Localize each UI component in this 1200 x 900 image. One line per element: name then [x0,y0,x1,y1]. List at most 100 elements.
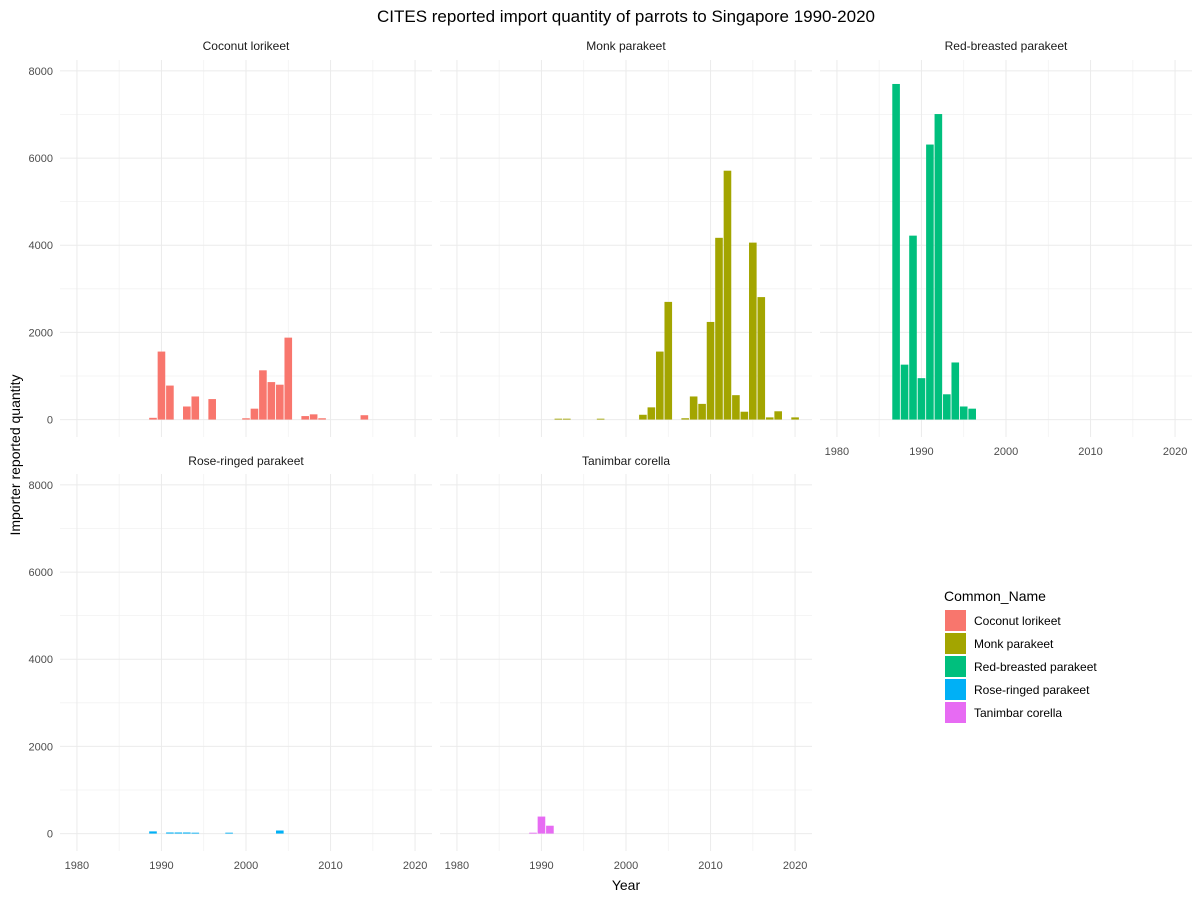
x-tick-label: 2000 [614,860,638,872]
bar [917,378,926,420]
legend-swatch [945,656,966,677]
bar [664,301,673,420]
bar [968,408,976,420]
bar [267,382,276,420]
facet-strip-label: Red-breasted parakeet [945,39,1068,53]
panel-rose-ringed-parakeet: Rose-ringed parakeet 0 2000 4000 6000 8000 198… [29,454,432,872]
x-tick-label: 1980 [825,446,849,458]
y-tick-label: 2000 [29,741,53,753]
panel-monk-parakeet: Monk parakeet [440,39,812,437]
facet-strip-label: Monk parakeet [586,39,666,53]
bar [715,237,723,420]
bar [723,170,732,420]
bar [360,415,369,420]
x-tick-label: 1990 [529,860,553,872]
bar [309,414,318,420]
panel-red-breasted-parakeet: Red-breasted parakeet 1980 1990 2000 2010 202… [820,39,1192,458]
legend-label: Coconut lorikeet [974,614,1061,628]
y-axis-title: Importer reported quantity [7,374,23,535]
bar [681,418,689,420]
y-tick-label: 8000 [29,480,53,492]
bar [537,816,546,834]
bar [225,832,233,834]
y-tick-label: 6000 [29,153,53,165]
x-tick-label: 2020 [1163,446,1187,458]
legend-swatch [945,679,966,700]
legend-label: Monk parakeet [974,637,1054,651]
legend-title: Common_Name [944,588,1046,604]
bar [698,403,706,420]
bar [250,408,259,420]
y-tick-label: 4000 [29,654,53,666]
x-tick-label: 1980 [65,860,89,872]
bar [900,364,909,420]
legend-swatch [945,610,966,631]
bar [191,396,200,420]
bar [740,411,749,420]
legend-swatch [945,702,966,723]
x-tick-label: 2020 [403,860,427,872]
bar [276,384,284,420]
bar [166,385,174,420]
panel-tanimbar-corella: Tanimbar corella 1980 1990 2000 2010 2020 [440,454,812,872]
bar [174,832,183,834]
bar [765,417,774,420]
legend-label: Rose-ringed parakeet [974,683,1090,697]
bar [757,297,766,420]
bar [149,417,157,420]
legend: Common_Name Coconut lorikeet Monk parakee… [944,588,1097,723]
x-tick-label: 2000 [234,860,258,872]
bar [791,417,799,420]
bar [647,407,656,420]
chart-title: CITES reported import quantity of parrot… [377,7,875,26]
bar [183,832,191,834]
y-tick-label: 8000 [29,66,53,78]
bar [732,395,740,420]
bar [301,416,309,420]
bar [774,411,782,420]
legend-swatch [945,633,966,654]
bar [183,406,191,420]
bar [689,396,698,420]
y-tick-label: 6000 [29,567,53,579]
bar [639,414,647,420]
y-tick-label: 0 [47,415,53,427]
bar [284,337,293,420]
x-tick-label: 2020 [783,860,807,872]
panel-coconut-lorikeet: Coconut lorikeet 0 2000 4000 6000 8000 [29,39,432,437]
facet-strip-label: Tanimbar corella [582,454,670,468]
bar [926,144,934,420]
x-tick-label: 2010 [318,860,342,872]
x-tick-label: 2010 [1078,446,1102,458]
facet-panels: Coconut lorikeet 0 2000 4000 6000 8000 Monk pa… [29,39,1192,872]
bar [959,406,968,420]
bar [259,370,267,420]
bar [934,114,943,420]
x-axis-title: Year [612,877,641,893]
bar [166,832,174,834]
y-tick-label: 0 [47,829,53,841]
bar [529,832,537,834]
x-tick-label: 1990 [149,860,173,872]
bar [546,825,554,834]
bar [706,321,715,420]
bar [563,418,571,420]
bar [892,83,900,420]
x-tick-label: 2010 [698,860,722,872]
bar [749,242,757,420]
facet-strip-label: Coconut lorikeet [203,39,290,53]
bar [318,418,326,420]
bar [276,830,284,834]
y-tick-label: 2000 [29,327,53,339]
legend-label: Red-breasted parakeet [974,660,1097,674]
facet-strip-label: Rose-ringed parakeet [188,454,304,468]
bar [157,351,166,420]
bar [191,832,200,834]
bar [951,362,960,420]
x-tick-label: 1980 [445,860,469,872]
bar [943,394,951,420]
bar [242,418,250,420]
x-tick-label: 1990 [909,446,933,458]
x-tick-label: 2000 [994,446,1018,458]
bar [656,351,664,420]
